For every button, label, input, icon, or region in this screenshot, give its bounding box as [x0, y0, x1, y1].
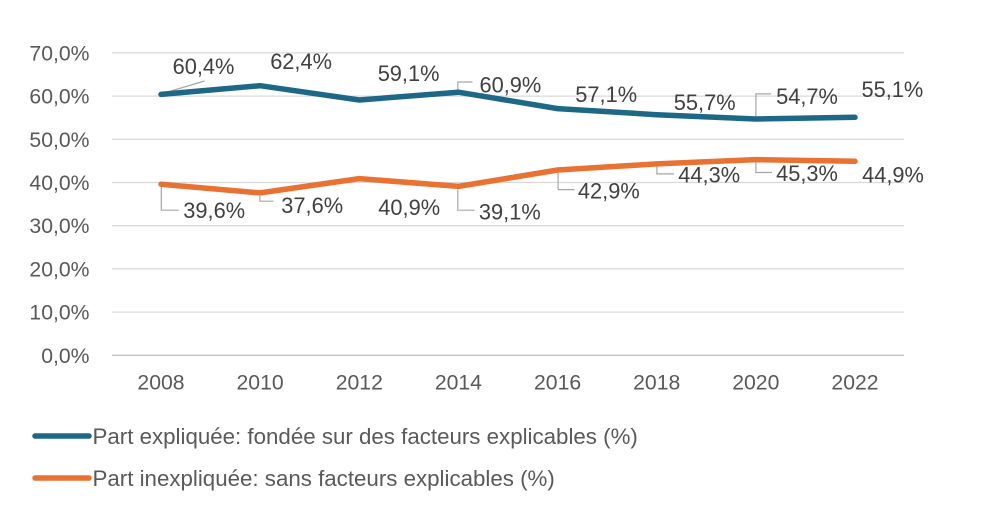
- svg-text:45,3%: 45,3%: [776, 161, 838, 186]
- svg-text:2022: 2022: [831, 372, 878, 395]
- svg-text:39,6%: 39,6%: [183, 198, 245, 223]
- svg-text:2016: 2016: [534, 372, 581, 395]
- svg-text:60,4%: 60,4%: [173, 54, 235, 79]
- svg-text:Part expliquée: fondée sur des: Part expliquée: fondée sur des facteurs …: [93, 424, 638, 449]
- svg-text:70,0%: 70,0%: [29, 42, 89, 65]
- svg-text:60,0%: 60,0%: [29, 86, 89, 109]
- svg-text:2020: 2020: [732, 372, 779, 395]
- svg-text:2008: 2008: [137, 372, 184, 395]
- svg-text:37,6%: 37,6%: [281, 193, 343, 218]
- svg-text:55,7%: 55,7%: [674, 90, 736, 115]
- svg-text:54,7%: 54,7%: [776, 84, 838, 109]
- svg-text:42,9%: 42,9%: [578, 179, 640, 204]
- svg-text:40,9%: 40,9%: [378, 195, 440, 220]
- svg-text:2014: 2014: [435, 372, 482, 395]
- svg-text:20,0%: 20,0%: [29, 258, 89, 281]
- svg-text:55,1%: 55,1%: [861, 77, 923, 102]
- svg-text:62,4%: 62,4%: [270, 49, 332, 74]
- svg-text:2012: 2012: [336, 372, 383, 395]
- svg-text:59,1%: 59,1%: [378, 61, 440, 86]
- svg-text:Part inexpliquée: sans facteur: Part inexpliquée: sans facteurs explicab…: [93, 466, 555, 491]
- svg-text:0,0%: 0,0%: [41, 345, 89, 368]
- svg-text:39,1%: 39,1%: [479, 200, 541, 225]
- svg-text:50,0%: 50,0%: [29, 129, 89, 152]
- svg-text:2018: 2018: [633, 372, 680, 395]
- svg-text:60,9%: 60,9%: [479, 73, 541, 98]
- svg-text:10,0%: 10,0%: [29, 302, 89, 325]
- svg-text:44,3%: 44,3%: [678, 163, 740, 188]
- svg-text:40,0%: 40,0%: [29, 172, 89, 195]
- svg-text:44,9%: 44,9%: [862, 163, 924, 188]
- svg-text:30,0%: 30,0%: [29, 215, 89, 238]
- svg-text:2010: 2010: [237, 372, 284, 395]
- svg-text:57,1%: 57,1%: [575, 82, 637, 107]
